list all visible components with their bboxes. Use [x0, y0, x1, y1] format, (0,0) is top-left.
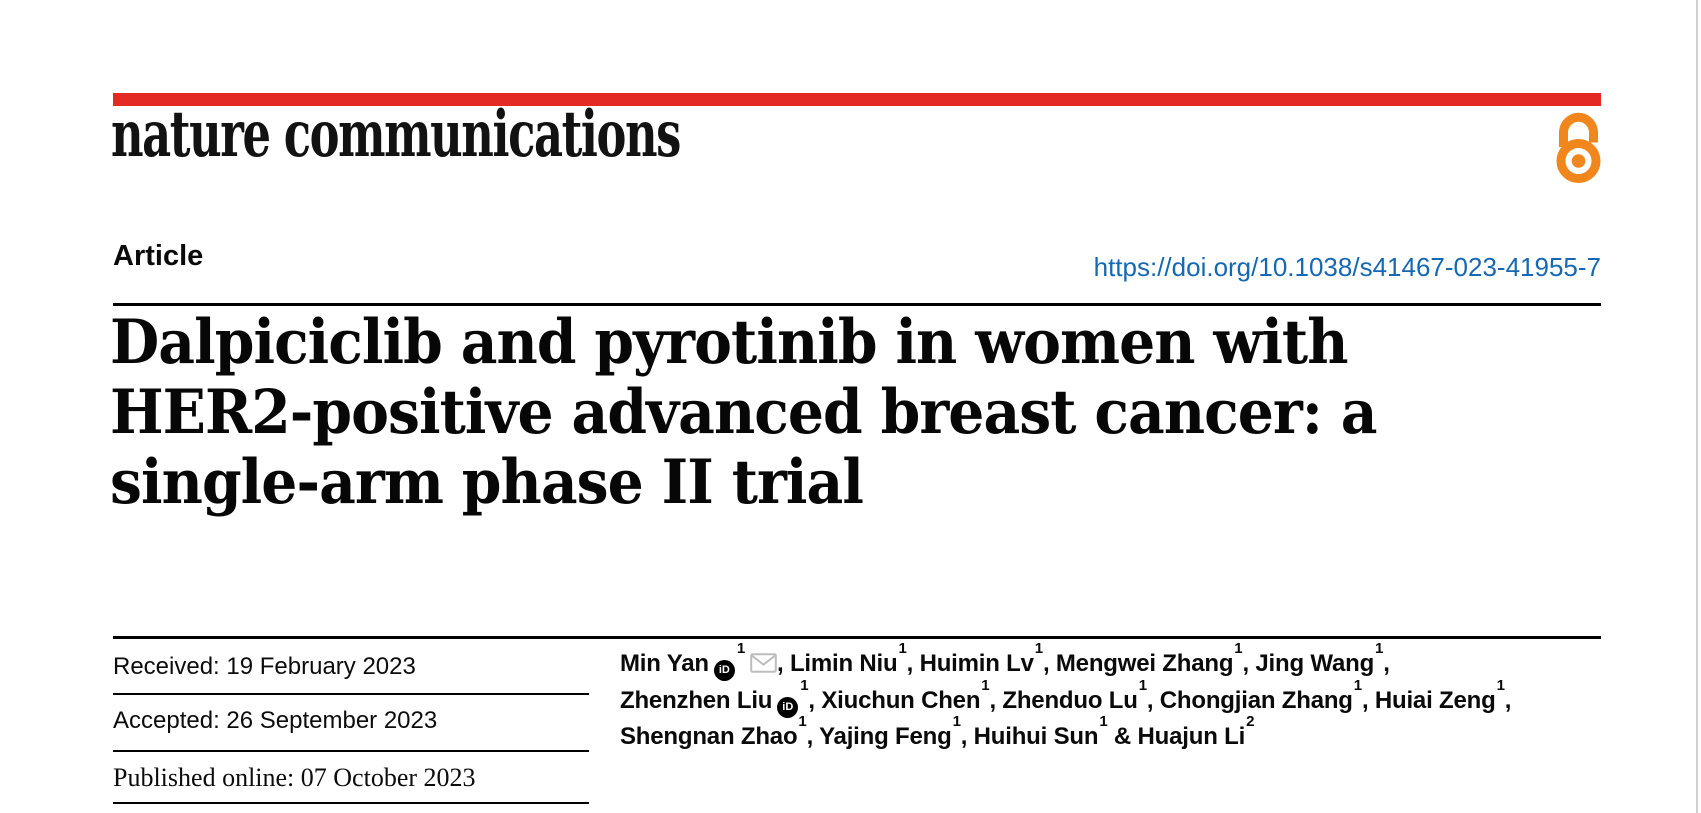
author-separator: , [1042, 650, 1056, 677]
affiliation-superscript: 1 [800, 676, 809, 694]
accepted-date: Accepted: 26 September 2023 [113, 707, 438, 734]
author-separator: , [960, 723, 974, 750]
affiliation-superscript: 1 [981, 676, 990, 694]
author-line: Zhenzhen Liu iD1, Xiuchun Chen1, Zhenduo … [620, 678, 1620, 720]
email-icon[interactable] [750, 648, 777, 685]
author-name: Zhenduo Lu [1002, 686, 1138, 714]
orcid-icon[interactable]: iD [713, 660, 735, 681]
author-name: Limin Niu [789, 650, 898, 677]
dates-divider-1 [113, 693, 589, 695]
author-separator: , [1504, 686, 1512, 714]
dates-divider-2 [113, 750, 589, 752]
author-separator: , [989, 686, 1003, 714]
orcid-icon[interactable]: iD [777, 696, 799, 718]
author-name: Jing Wang [1255, 650, 1375, 677]
author-name: Min Yan [620, 650, 709, 677]
author-name: Chongjian Zhang [1159, 686, 1353, 714]
affiliation-superscript: 1 [736, 640, 746, 657]
author-list: Min Yan iD1, Limin Niu1, Huimin Lv1, Meng… [620, 641, 1620, 756]
received-date: Received: 19 February 2023 [113, 653, 416, 680]
title-line-1: Dalpiciclib and pyrotinib in women with [110, 307, 1348, 378]
author-separator: , [1146, 686, 1160, 714]
author-name: Yajing Feng [819, 723, 952, 750]
affiliation-superscript: 1 [1234, 640, 1243, 657]
author-separator: , [1242, 650, 1256, 677]
header-divider [113, 303, 1601, 306]
affiliation-superscript: 1 [1099, 713, 1108, 730]
published-date: Published online: 07 October 2023 [113, 763, 476, 792]
author-name: Huajun Li [1137, 723, 1246, 750]
page-edge-line [1696, 0, 1698, 813]
affiliation-superscript: 1 [1375, 640, 1384, 657]
affiliation-superscript: 1 [798, 713, 807, 730]
author-separator: , [1361, 686, 1375, 714]
metadata-top-divider [113, 636, 1601, 639]
author-separator: , [806, 723, 820, 750]
author-separator: , [1383, 650, 1390, 677]
affiliation-superscript: 2 [1246, 713, 1255, 730]
affiliation-superscript: 1 [1138, 676, 1147, 694]
author-name: Xiuchun Chen [821, 686, 981, 714]
title-line-2: HER2-positive advanced breast cancer: a [110, 377, 1377, 448]
author-name: Huiai Zeng [1374, 686, 1496, 714]
title-line-3: single-arm phase II trial [110, 447, 864, 518]
affiliation-superscript: 1 [898, 640, 907, 657]
author-separator: , [906, 650, 920, 677]
journal-logo: nature communications [111, 97, 681, 172]
affiliation-superscript: 1 [1034, 640, 1043, 657]
author-separator: , [777, 650, 790, 677]
author-name: Huihui Sun [973, 723, 1099, 750]
author-separator: , [808, 686, 822, 714]
article-title: Dalpiciclib and pyrotinib in women with … [110, 308, 1377, 518]
author-name: Shengnan Zhao [620, 723, 798, 750]
author-separator: & [1107, 723, 1138, 750]
article-type-label: Article [113, 240, 204, 272]
author-line: Shengnan Zhao1, Yajing Feng1, Huihui Sun… [620, 714, 1620, 756]
author-line: Min Yan iD1, Limin Niu1, Huimin Lv1, Meng… [620, 641, 1620, 685]
affiliation-superscript: 1 [952, 713, 961, 730]
author-name: Huimin Lv [919, 650, 1034, 677]
author-name: Mengwei Zhang [1055, 650, 1234, 677]
doi-link[interactable]: https://doi.org/10.1038/s41467-023-41955… [1093, 252, 1601, 282]
affiliation-superscript: 1 [1353, 676, 1362, 694]
author-name: Zhenzhen Liu [620, 686, 773, 714]
dates-divider-3 [113, 802, 589, 804]
open-access-icon [1555, 109, 1602, 184]
journal-brand-bar [113, 93, 1601, 106]
affiliation-superscript: 1 [1496, 676, 1505, 694]
